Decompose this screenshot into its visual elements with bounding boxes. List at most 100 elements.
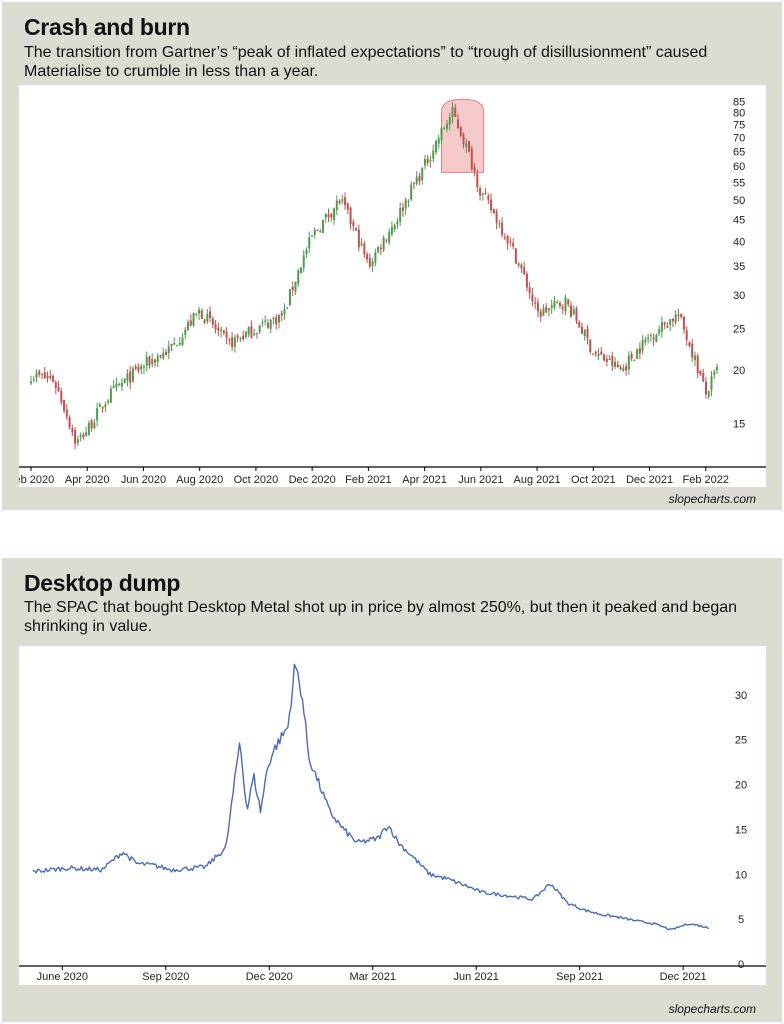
candle-body — [693, 355, 696, 361]
candle-body — [627, 355, 630, 370]
candle-body — [465, 143, 468, 148]
chart-panel-desktop-metal: Desktop dump The SPAC that bought Deskto… — [2, 558, 782, 1022]
candlestick-chart: Feb 2020 Apr 2020 Jun 2020 Aug 2020 Oct 2020… — [8, 96, 766, 486]
y-tick-label: 70 — [733, 132, 745, 144]
candle-body — [677, 314, 680, 317]
candle-body — [412, 183, 415, 185]
x-tick-label: Feb 2020 — [19, 474, 54, 486]
candle-body — [225, 331, 228, 338]
candle-body — [200, 310, 203, 319]
candle-body — [247, 327, 250, 335]
candle-body — [509, 241, 512, 243]
candle-body — [32, 379, 35, 381]
candle-body — [407, 201, 410, 203]
candle-body — [699, 370, 702, 375]
chart-area: June 2020 Sep 2020 Dec 2020 Mar 2021 Jun 202… — [19, 646, 766, 985]
candle-body — [189, 320, 192, 326]
x-tick-label: Aug 2021 — [514, 474, 561, 486]
candle-body — [396, 221, 399, 225]
candle-body — [421, 167, 424, 181]
candle-body — [671, 318, 674, 322]
x-tick-label: Jun 2021 — [458, 474, 503, 486]
candle-body — [448, 117, 451, 125]
candle-body — [355, 228, 358, 231]
candle-body — [65, 409, 68, 417]
candle-body — [702, 372, 705, 382]
candle-body — [492, 209, 495, 213]
candle-body — [349, 207, 352, 224]
candle-body — [594, 351, 597, 354]
candle-body — [187, 322, 190, 331]
candle-body — [176, 345, 179, 347]
chart-panel-materialise: Crash and burn The transition from Gartn… — [2, 2, 782, 510]
y-tick-label: 65 — [733, 146, 745, 158]
candle-body — [357, 229, 360, 248]
candle-body — [46, 375, 49, 379]
candle-body — [327, 214, 330, 217]
candle-body — [495, 211, 498, 223]
candle-body — [242, 335, 245, 340]
candle-body — [401, 207, 404, 211]
candle-body — [217, 327, 220, 331]
candle-body — [291, 286, 294, 290]
candle-body — [666, 326, 669, 328]
candle-body — [344, 197, 347, 206]
x-tick-label: Apr 2021 — [402, 474, 447, 486]
candle-body — [713, 371, 716, 375]
candle-body — [539, 311, 542, 317]
candle-body — [669, 319, 672, 326]
candle-body — [79, 435, 82, 437]
candle-body — [611, 355, 614, 367]
candle-body — [501, 222, 504, 235]
candle-body — [586, 328, 589, 339]
candle-body — [390, 226, 393, 235]
candle-body — [233, 337, 236, 347]
candle-body — [131, 368, 134, 382]
candle-body — [299, 267, 302, 273]
candle-body — [589, 339, 592, 353]
candle-body — [178, 343, 181, 345]
candle-body — [498, 222, 501, 225]
candle-body — [145, 357, 148, 366]
candle-body — [443, 128, 446, 130]
candle-body — [71, 428, 74, 433]
candle-body — [335, 200, 338, 210]
candle-body — [98, 404, 101, 407]
candle-body — [30, 381, 32, 384]
candle-body — [630, 353, 633, 359]
y-tick-label: 15 — [733, 419, 745, 431]
y-tick-label: 85 — [733, 96, 745, 108]
candle-body — [388, 232, 391, 243]
candle-body — [244, 331, 247, 338]
candle-body — [38, 371, 41, 375]
candle-body — [520, 264, 523, 269]
candle-body — [434, 141, 437, 153]
candle-body — [663, 322, 666, 325]
candle-body — [685, 330, 688, 341]
candle-body — [592, 353, 595, 355]
candle-body — [655, 334, 658, 343]
candle-body — [547, 308, 550, 311]
candle-body — [459, 127, 462, 136]
candle-body — [148, 356, 151, 366]
candle-body — [517, 263, 520, 266]
candle-body — [159, 354, 162, 357]
candle-body — [564, 297, 567, 312]
candle-body — [57, 386, 60, 392]
x-tick-label: Jun 2021 — [454, 971, 499, 983]
y-tick-label: 60 — [733, 161, 745, 173]
candle-body — [164, 351, 167, 356]
y-tick-label: 20 — [735, 780, 747, 792]
candle-body — [250, 326, 253, 338]
candle-body — [531, 294, 534, 302]
candle-body — [258, 325, 261, 332]
candle-body — [261, 322, 264, 324]
candle-body — [575, 308, 578, 322]
candle-body — [82, 434, 85, 438]
x-tick-label: Jun 2020 — [121, 474, 166, 486]
candle-body — [410, 184, 413, 200]
candle-body — [415, 177, 418, 184]
candle-body — [625, 366, 628, 371]
candle-body — [418, 175, 421, 182]
y-tick-label: 75 — [733, 120, 745, 132]
